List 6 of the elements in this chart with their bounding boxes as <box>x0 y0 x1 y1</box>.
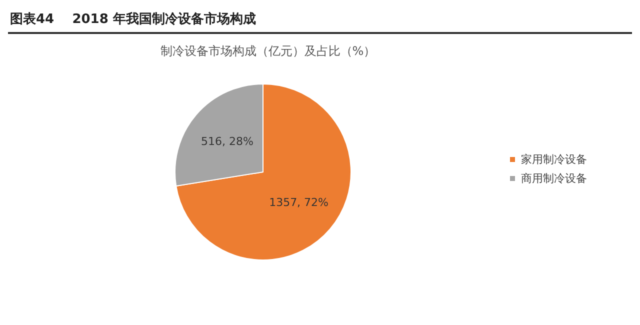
chart-subtitle: 制冷设备市场构成（亿元）及占比（%） <box>160 44 376 58</box>
data-label: 516, 28% <box>200 135 254 148</box>
legend-label: 商用制冷设备 <box>521 172 587 185</box>
legend-label: 家用制冷设备 <box>521 153 587 166</box>
chart-title: 图表44 2018 年我国制冷设备市场构成 <box>8 8 632 34</box>
data-label: 1357, 72% <box>269 196 329 209</box>
